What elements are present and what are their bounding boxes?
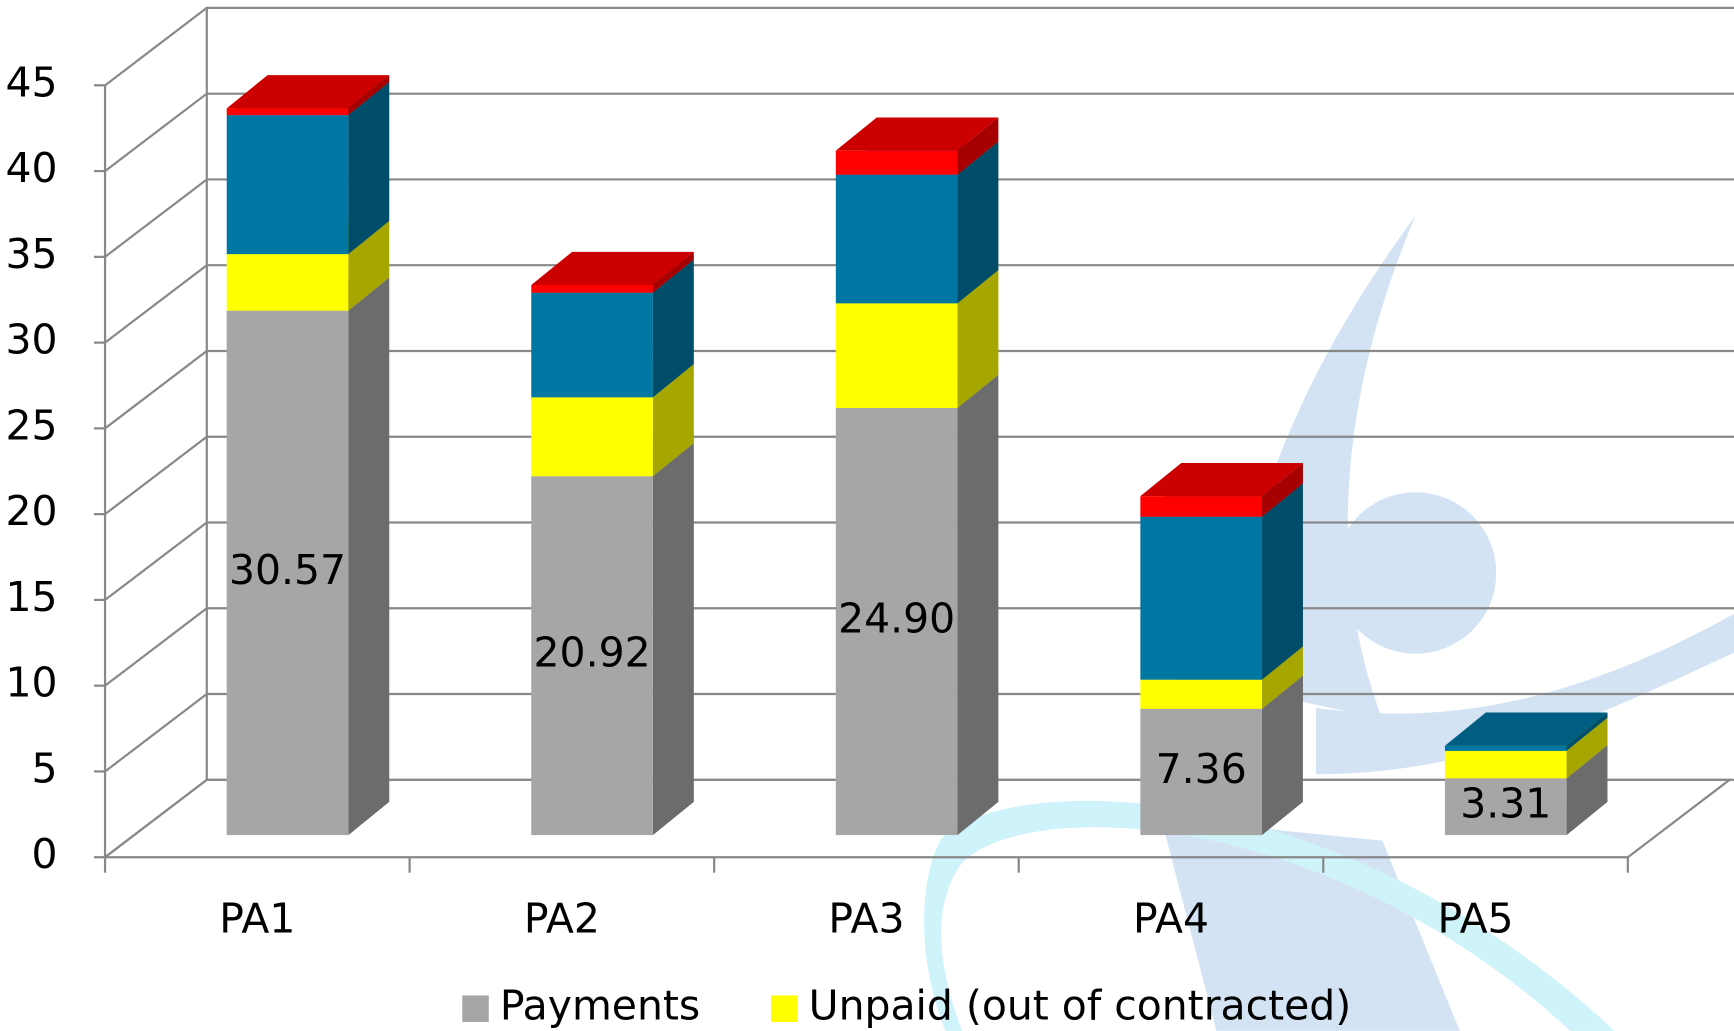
bar-top [835,117,999,151]
bar [1140,516,1263,680]
x-tick-label: PA3 [828,894,904,942]
bar [1444,778,1567,836]
bar [226,254,349,311]
y-tick-label: 30 [5,316,57,364]
bar-side [652,364,694,477]
y-tick-label: 20 [5,487,57,535]
bar-side [1262,646,1303,709]
data-label: 7.36 [1156,745,1247,793]
bar-side [348,81,390,255]
plot: 0 5 10 15 20 25 30 35 40 45 PA1 PA2 PA3 PA4 PA5 30.57 20… [5,6,1734,1030]
bar-side [1566,712,1608,751]
bar [835,407,958,836]
legend-swatch [462,995,489,1022]
y-tick-label: 10 [5,659,57,707]
bar-top [226,75,390,109]
legend-label: Payments [500,982,700,1030]
bar-side [348,277,390,836]
bar [1140,496,1263,517]
bar-side [652,443,694,836]
x-tick-label: PA1 [219,894,295,942]
bar-side [348,220,390,311]
y-tick-label: 15 [5,573,57,621]
watermark [924,215,1734,1031]
y-tick-label: 35 [5,230,57,278]
bar-side [348,75,390,116]
x-tick-label: PA5 [1438,894,1514,942]
bar [835,303,958,408]
bar [226,115,349,255]
bar [1140,679,1263,709]
bar [835,174,958,304]
bar-side [957,117,999,175]
bar-side [957,141,999,304]
bar-side [957,270,999,408]
y-tick-label: 40 [5,144,57,192]
bar-side [957,374,999,836]
bar [531,476,653,836]
y-tick-label: 0 [31,830,57,878]
y-tick-label: 45 [5,58,57,106]
bar [1444,745,1567,751]
data-label: 30.57 [229,546,346,594]
bar-side [1566,745,1608,836]
y-tick-label: 25 [5,401,57,449]
bar [1444,750,1567,779]
data-label: 24.90 [838,595,955,643]
x-tick-label: PA2 [524,894,600,942]
bar-top [1140,462,1303,497]
bar-side [652,259,694,398]
legend-label: Unpaid (out of contracted) [809,982,1352,1030]
bar [226,310,349,836]
bar-side [1262,675,1303,836]
bar-side [1566,717,1608,779]
bar [531,397,653,477]
x-tick-label: PA4 [1133,894,1209,942]
bar [226,108,349,116]
data-label: 20.92 [534,629,651,677]
bar-side [652,251,694,293]
data-label: 3.31 [1460,780,1551,828]
bar-top [1444,712,1608,746]
bar [531,284,653,293]
bar-side [1262,462,1303,517]
legend-swatch [771,995,798,1022]
bar [531,292,653,398]
grid-line [104,6,1734,87]
bar [835,150,958,175]
y-tick-label: 5 [31,744,57,792]
bar-side [1262,483,1303,680]
bar [1140,708,1263,836]
bar-top [531,251,694,285]
